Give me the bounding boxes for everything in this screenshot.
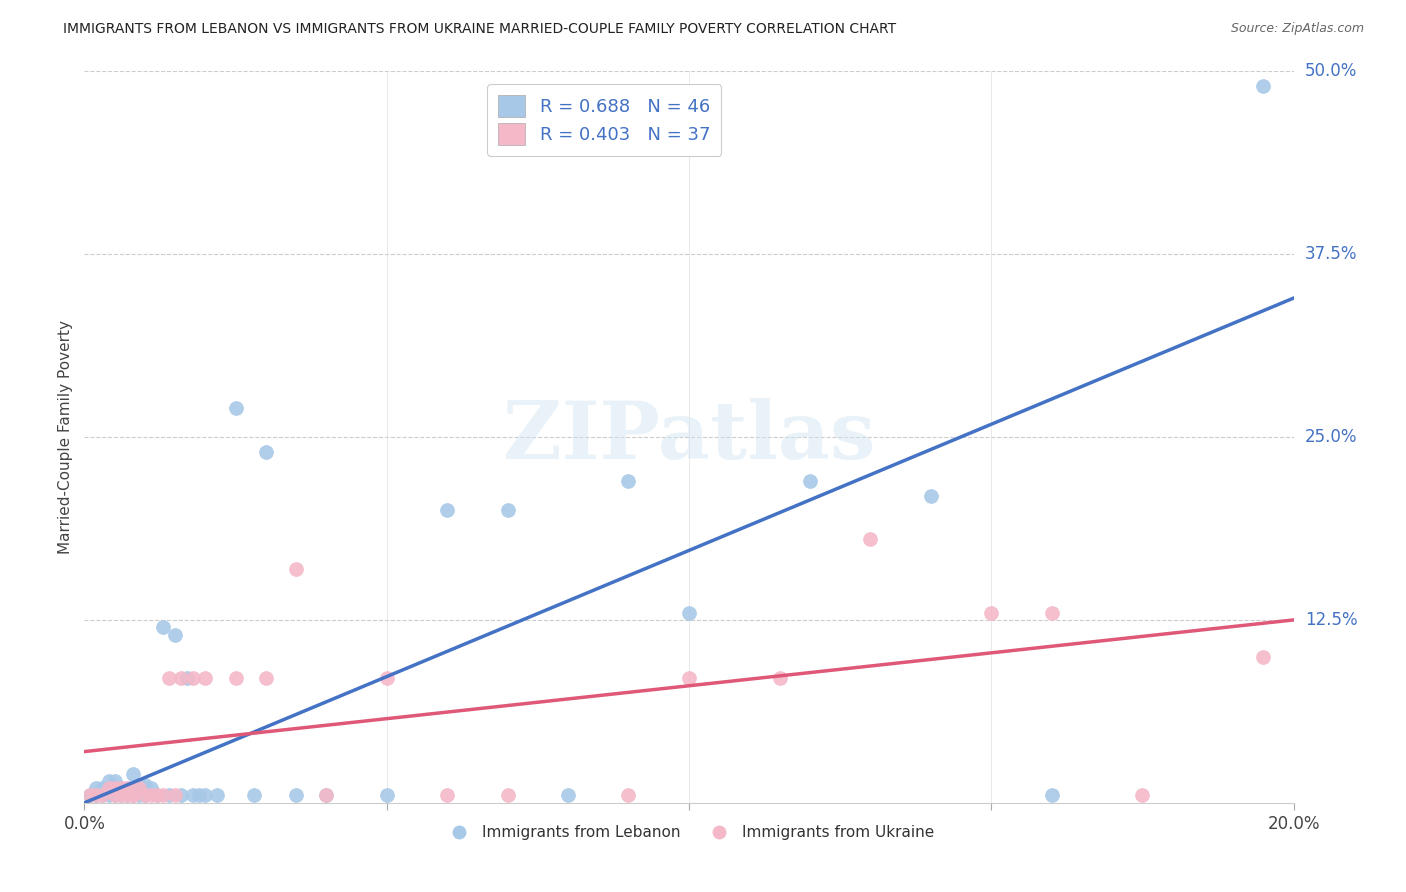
Point (194, 672, 217, 686)
Point (678, 606, 700, 620)
Point (254, 672, 277, 686)
Text: 25.0%: 25.0% (1305, 428, 1357, 446)
Point (1040, 606, 1063, 620)
Point (146, 789, 169, 803)
Point (980, 606, 1002, 620)
Point (86, 781, 108, 796)
Point (225, 672, 247, 686)
Point (152, 789, 174, 803)
Point (157, 672, 180, 686)
Point (165, 627, 187, 641)
Point (157, 789, 180, 803)
Point (146, 789, 169, 803)
Point (617, 474, 640, 488)
Point (97, 781, 120, 796)
Point (678, 672, 700, 686)
Point (97, 789, 120, 803)
Point (170, 789, 193, 803)
Point (115, 789, 138, 803)
Point (121, 789, 143, 803)
Point (375, 789, 398, 803)
Point (79, 789, 101, 803)
Point (91, 789, 114, 803)
Point (134, 778, 156, 792)
Text: IMMIGRANTS FROM LEBANON VS IMMIGRANTS FROM UKRAINE MARRIED-COUPLE FAMILY POVERTY: IMMIGRANTS FROM LEBANON VS IMMIGRANTS FR… (63, 22, 897, 37)
Point (436, 789, 458, 803)
Point (97, 773, 120, 788)
Point (128, 778, 150, 792)
Point (1253, 78, 1275, 93)
Point (121, 766, 143, 780)
Point (1253, 649, 1275, 664)
Point (115, 781, 138, 796)
Point (115, 781, 138, 796)
Point (104, 789, 127, 803)
Point (170, 672, 193, 686)
Point (1040, 789, 1063, 803)
Point (128, 789, 150, 803)
Point (920, 489, 942, 503)
Point (496, 503, 519, 517)
Point (165, 789, 187, 803)
Point (436, 503, 458, 517)
Point (110, 789, 132, 803)
Point (115, 789, 138, 803)
Point (134, 789, 156, 803)
Point (285, 789, 308, 803)
Text: Source: ZipAtlas.com: Source: ZipAtlas.com (1230, 22, 1364, 36)
Point (121, 789, 143, 803)
Point (121, 789, 143, 803)
Point (110, 789, 132, 803)
Point (139, 781, 162, 796)
Point (134, 789, 156, 803)
Text: 37.5%: 37.5% (1305, 245, 1357, 263)
Point (110, 781, 132, 796)
Point (1130, 789, 1153, 803)
Point (315, 789, 337, 803)
Point (207, 789, 229, 803)
Point (285, 562, 308, 576)
Point (769, 672, 792, 686)
Point (242, 789, 264, 803)
Point (86, 789, 108, 803)
Point (254, 444, 277, 458)
Point (496, 789, 519, 803)
Point (859, 533, 882, 547)
Point (79, 789, 101, 803)
Point (152, 620, 174, 634)
Point (315, 789, 337, 803)
Point (194, 789, 217, 803)
Point (104, 789, 127, 803)
Point (139, 789, 162, 803)
Point (104, 781, 127, 796)
Point (181, 672, 204, 686)
Point (176, 672, 198, 686)
Point (91, 789, 114, 803)
Point (799, 474, 821, 488)
Y-axis label: Married-Couple Family Poverty: Married-Couple Family Poverty (58, 320, 73, 554)
Point (188, 789, 211, 803)
Point (617, 789, 640, 803)
Point (110, 781, 132, 796)
Text: 12.5%: 12.5% (1305, 611, 1357, 629)
Point (86, 789, 108, 803)
Point (91, 781, 114, 796)
Point (225, 401, 247, 415)
Point (181, 789, 204, 803)
Point (104, 773, 127, 788)
Point (557, 789, 579, 803)
Text: ZIPatlas: ZIPatlas (503, 398, 875, 476)
Point (375, 672, 398, 686)
Text: 50.0%: 50.0% (1305, 62, 1357, 80)
Point (128, 781, 150, 796)
Legend: Immigrants from Lebanon, Immigrants from Ukraine: Immigrants from Lebanon, Immigrants from… (437, 819, 941, 847)
Point (104, 781, 127, 796)
